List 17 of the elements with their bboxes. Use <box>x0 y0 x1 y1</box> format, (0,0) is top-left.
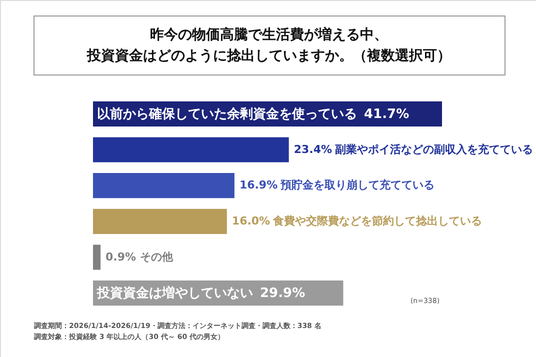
chart-title: 昨今の物価高騰で生活費が増える中、投資資金はどのように捻出していますか。（複数選択可） <box>86 26 451 64</box>
data-label: 16.0% <box>232 214 270 228</box>
bar <box>93 208 227 234</box>
bar <box>93 173 234 198</box>
y-tick-label: 投資資金は増やしていない <box>96 285 253 302</box>
data-label: 0.9% <box>106 250 136 264</box>
data-label: 29.9% <box>260 286 306 302</box>
data-label: 23.4% <box>294 142 332 156</box>
y-tick-label: 以前から確保していた余剰資金を使っている <box>97 106 357 122</box>
y-tick-label: 食費や交際費などを節約して捻出している <box>272 214 482 228</box>
y-tick-label: 副業やポイ活などの副収入を充てている <box>334 142 533 156</box>
y-tick-label: 預貯金を取り崩して充てている <box>280 178 435 192</box>
bar <box>93 137 289 162</box>
y-tick-label: その他 <box>140 250 174 264</box>
bar <box>93 244 101 270</box>
data-label: 41.7% <box>364 106 410 122</box>
data-label: 16.9% <box>239 178 278 192</box>
